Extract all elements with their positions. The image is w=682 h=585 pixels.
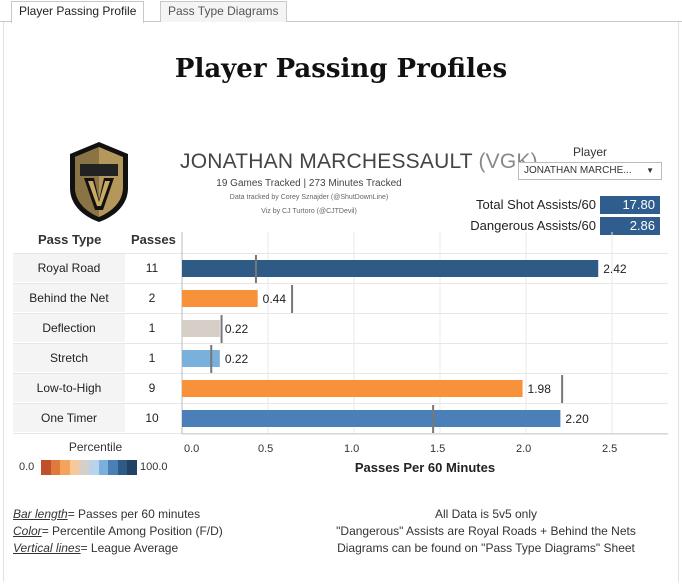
note-color: Color= Percentile Among Position (F/D) [13, 524, 223, 538]
x-tick-label: 2.5 [602, 443, 617, 455]
bar-value-label: 2.20 [565, 412, 589, 426]
games-minutes-tracked: 19 Games Tracked | 273 Minutes Tracked [216, 178, 402, 189]
pass-type-cell: Stretch [13, 344, 125, 373]
player-name: JONATHAN MARCHESSAULT [180, 150, 473, 173]
bar-royal-road [182, 260, 599, 277]
pass-type-cell: Low-to-High [13, 374, 125, 403]
percentile-color-swatch [108, 460, 118, 475]
passes-cell: 1 [148, 351, 156, 365]
bar-deflection [182, 320, 220, 337]
note-text: = Passes per 60 minutes [67, 507, 201, 521]
note-dangerous-definition: "Dangerous" Assists are Royal Roads + Be… [336, 524, 636, 538]
note-bar-length: Bar length= Passes per 60 minutes [13, 507, 200, 521]
percentile-color-swatch [79, 460, 89, 475]
sheet-tab-bar [0, 0, 682, 22]
data-credit: Data tracked by Corey Sznajder (@ShutDow… [229, 194, 389, 201]
bar-value-label: 1.98 [528, 382, 552, 396]
percentile-color-swatch [50, 460, 61, 475]
pass-type-cell: One Timer [13, 404, 125, 433]
x-tick-label: 1.0 [344, 443, 359, 455]
row-separator [13, 373, 668, 374]
page-title: Player Passing Profiles [174, 54, 508, 84]
x-tick-label: 0.0 [184, 443, 199, 455]
note-term: Color [13, 524, 42, 538]
passes-header: Passes [131, 232, 176, 247]
player-dropdown-value: JONATHAN MARCHE... [524, 165, 632, 176]
player-dropdown[interactable]: JONATHAN MARCHE... ▼ [518, 162, 662, 180]
dangerous-assists-label: Dangerous Assists/60 [470, 218, 596, 233]
row-separator [13, 313, 668, 314]
row-separator [13, 343, 668, 344]
percentile-legend-min: 0.0 [19, 461, 35, 473]
bar-value-label: 0.22 [225, 322, 249, 336]
bar-value-label: 2.42 [603, 262, 627, 276]
passes-cell: 11 [145, 261, 159, 275]
bar-value-label: 0.44 [263, 292, 287, 306]
note-term: Bar length [13, 507, 68, 521]
percentile-color-swatch [60, 460, 70, 475]
note-text: = Percentile Among Position (F/D) [41, 524, 223, 538]
bar-low-to-high [182, 380, 523, 397]
note-vertical-lines: Vertical lines= League Average [13, 541, 178, 555]
x-tick-label: 0.5 [258, 443, 273, 455]
chevron-down-icon: ▼ [646, 166, 654, 175]
bar-value-label: 0.22 [225, 352, 249, 366]
tab-pass-type-diagrams[interactable]: Pass Type Diagrams [160, 1, 287, 22]
player-filter-label: Player [572, 145, 607, 159]
x-axis-title: Passes Per 60 Minutes [354, 460, 496, 475]
dangerous-assists-value: 2.86 [600, 217, 660, 235]
bar-stretch [182, 350, 220, 367]
total-shot-assists-value: 17.80 [600, 196, 660, 214]
x-tick-label: 2.0 [516, 443, 531, 455]
note-diagrams-location: Diagrams can be found on "Pass Type Diag… [337, 541, 635, 555]
x-tick-label: 1.5 [430, 443, 445, 455]
bar-behind-the-net [182, 290, 258, 307]
percentile-color-swatch [41, 460, 51, 475]
passes-cell: 9 [148, 381, 156, 395]
percentile-legend-max: 100.0 [140, 461, 168, 473]
percentile-color-scale [41, 460, 137, 475]
row-separator [13, 283, 668, 284]
team-logo-helmet-icon [70, 142, 128, 222]
row-separator [13, 403, 668, 404]
pass-type-cell: Royal Road [13, 254, 125, 283]
note-term: Vertical lines [13, 541, 81, 555]
percentile-color-swatch [69, 460, 80, 475]
row-separator [13, 253, 668, 254]
total-shot-assists-label: Total Shot Assists/60 [476, 197, 596, 212]
passes-cell: 10 [145, 411, 159, 425]
percentile-color-swatch [98, 460, 109, 475]
passes-cell: 1 [148, 321, 156, 335]
passes-cell: 2 [148, 291, 156, 305]
dashboard-frame [3, 22, 679, 582]
pass-type-cell: Deflection [13, 314, 125, 343]
pass-type-header: Pass Type [38, 232, 102, 247]
pass-type-cell: Behind the Net [13, 284, 125, 313]
percentile-color-swatch [127, 460, 137, 475]
percentile-legend-label: Percentile [68, 440, 123, 454]
percentile-color-swatch [117, 460, 128, 475]
bar-one-timer [182, 410, 561, 427]
note-5v5: All Data is 5v5 only [434, 507, 538, 521]
viz-credit: Viz by CJ Turtoro (@CJTDevil) [261, 208, 357, 215]
percentile-color-swatch [88, 460, 99, 475]
note-text: = League Average [80, 541, 179, 555]
tab-player-passing-profile[interactable]: Player Passing Profile [11, 1, 145, 23]
